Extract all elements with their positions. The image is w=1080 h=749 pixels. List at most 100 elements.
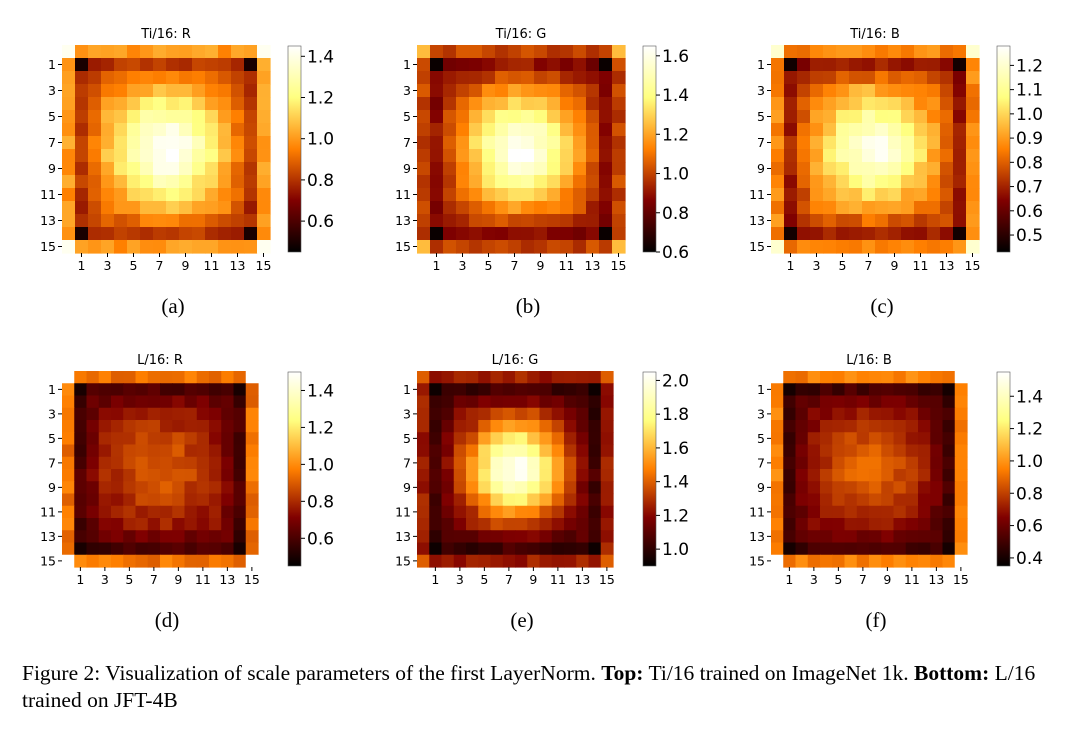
- heatmap-cell: [86, 383, 100, 397]
- heatmap-cell: [547, 175, 561, 189]
- heatmap-cell: [478, 456, 492, 470]
- heatmap-cell: [508, 227, 522, 241]
- heatmap-cell: [869, 395, 882, 409]
- heatmap-cell: [521, 188, 535, 202]
- heatmap-cell: [245, 395, 259, 409]
- heatmap-cell: [856, 420, 870, 433]
- heatmap-cell: [62, 162, 76, 176]
- heatmap-cell: [927, 97, 941, 111]
- heatmap-cell: [166, 71, 180, 85]
- heatmap-cell: [98, 420, 112, 433]
- heatmap-cell: [441, 505, 455, 519]
- heatmap-cell: [600, 420, 614, 433]
- colorbar-tick-label: 0.7: [1016, 178, 1043, 198]
- heatmap-cell: [469, 240, 483, 254]
- y-tick-label: 3: [403, 406, 411, 421]
- heatmap-cell: [179, 45, 193, 59]
- heatmap-cell: [576, 432, 590, 446]
- heatmap-cell: [940, 97, 954, 111]
- heatmap-cell: [869, 481, 882, 495]
- heatmap-cell: [600, 469, 614, 482]
- heatmap-cell: [547, 110, 561, 124]
- heatmap-cell: [74, 456, 88, 470]
- heatmap-cell: [101, 84, 115, 98]
- heatmap-cell: [807, 554, 821, 568]
- heatmap-cell: [466, 518, 479, 531]
- heatmap-cell: [547, 58, 561, 72]
- heatmap-cell: [534, 58, 548, 72]
- heatmap-cell: [771, 554, 784, 568]
- heatmap-cell: [783, 383, 797, 397]
- heatmap-cell: [844, 444, 858, 458]
- heatmap-cell: [123, 505, 137, 519]
- heatmap-cell: [482, 58, 496, 72]
- heatmap-cell: [101, 188, 115, 202]
- heatmap-cell: [429, 371, 443, 384]
- heatmap-cell: [836, 175, 850, 189]
- heatmap-cell: [940, 240, 954, 254]
- heatmap-cell: [914, 201, 928, 215]
- y-tick-label: 9: [48, 161, 56, 176]
- heatmap-cell: [101, 71, 115, 85]
- figure-caption: Figure 2: Visualization of scale paramet…: [22, 660, 1067, 714]
- heatmap-cell: [534, 97, 548, 111]
- heatmap-cell: [257, 110, 271, 124]
- heatmap-cell: [849, 175, 863, 189]
- heatmap-cell: [905, 420, 919, 433]
- heatmap-cell: [927, 227, 941, 241]
- heatmap-cell: [893, 469, 907, 482]
- heatmap-cell: [140, 58, 154, 72]
- heatmap-cell: [430, 240, 444, 254]
- heatmap-cell: [576, 518, 590, 531]
- heatmap-cell: [849, 149, 863, 163]
- heatmap-cell: [221, 420, 235, 433]
- heatmap-cell: [140, 240, 154, 254]
- heatmap-cell: [901, 214, 915, 228]
- heatmap-cell: [849, 136, 863, 150]
- heatmap-cell: [456, 240, 470, 254]
- heatmap-cell: [564, 469, 577, 482]
- heatmap-cell: [429, 444, 443, 458]
- heatmap-cell: [62, 542, 75, 556]
- heatmap-cell: [893, 493, 907, 507]
- heatmap-cell: [101, 149, 115, 163]
- heatmap-cell: [927, 162, 941, 176]
- heatmap-cell: [564, 407, 577, 421]
- heatmap-cell: [836, 149, 850, 163]
- heatmap-cell: [599, 188, 613, 202]
- heatmap-cell: [98, 530, 112, 544]
- heatmap-cell: [888, 97, 902, 111]
- heatmap-cell: [192, 58, 206, 72]
- heatmap-cell: [417, 162, 431, 176]
- heatmap-cell: [196, 420, 210, 433]
- heatmap-cell: [508, 71, 522, 85]
- heatmap-cell: [453, 481, 467, 495]
- heatmap-cell: [918, 395, 931, 409]
- heatmap-cell: [75, 214, 89, 228]
- heatmap-cell: [795, 432, 809, 446]
- heatmap-cell: [429, 493, 443, 507]
- panel-label: (a): [161, 294, 184, 318]
- heatmap-cell: [586, 45, 600, 59]
- heatmap-cell: [62, 432, 75, 446]
- heatmap-cell: [172, 469, 186, 482]
- heatmap-cell: [836, 188, 850, 202]
- heatmap-title: L/16: B: [846, 353, 892, 368]
- heatmap-cell: [901, 149, 915, 163]
- heatmap-cell: [564, 395, 577, 409]
- heatmap-cell: [820, 371, 833, 384]
- heatmap-cell: [832, 481, 846, 495]
- heatmap-cell: [495, 149, 509, 163]
- heatmap-cell: [184, 493, 198, 507]
- heatmap-cell: [564, 493, 577, 507]
- heatmap-cell: [160, 456, 173, 470]
- heatmap-cell: [466, 505, 479, 519]
- heatmap-cell: [209, 469, 222, 482]
- heatmap-cell: [192, 136, 206, 150]
- heatmap-cell: [441, 542, 455, 556]
- heatmap-cell: [844, 383, 858, 397]
- heatmap-cell: [783, 371, 797, 384]
- heatmap-cell: [918, 432, 931, 446]
- heatmap-cell: [453, 444, 467, 458]
- heatmap-cell: [62, 518, 75, 531]
